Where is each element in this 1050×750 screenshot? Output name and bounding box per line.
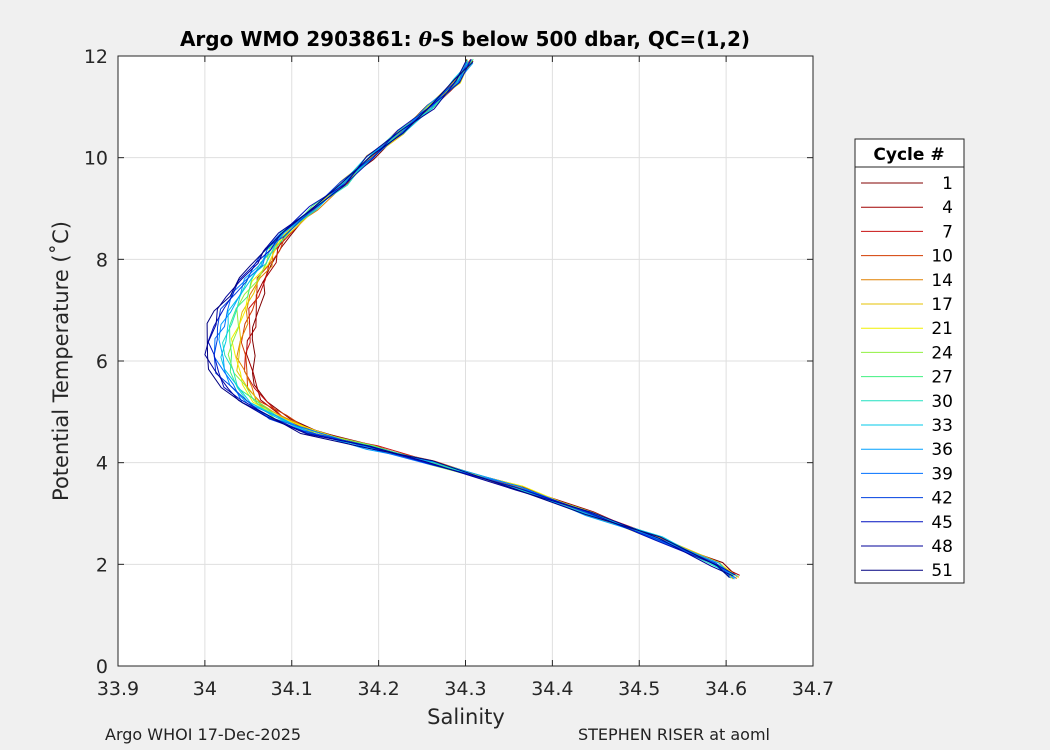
- ticks: 33.9 34 34.1 34.2 34.3 34.4 34.5 34.6 34.7 0 2 4 6 8 1…: [84, 46, 834, 700]
- y-tick-label: 0: [96, 656, 108, 678]
- legend-label-42: 42: [931, 489, 953, 509]
- legend-label-7: 7: [942, 222, 953, 242]
- legend-title: Cycle #: [873, 145, 944, 165]
- x-tick-label: 33.9: [97, 678, 139, 700]
- y-tick-label: 10: [84, 148, 108, 170]
- legend-label-27: 27: [931, 368, 953, 388]
- legend-label-45: 45: [931, 513, 953, 533]
- legend-label-4: 4: [942, 198, 953, 218]
- legend-label-36: 36: [931, 440, 953, 460]
- y-tick-label: 12: [84, 46, 108, 68]
- y-tick-label: 8: [96, 249, 108, 271]
- legend-label-48: 48: [931, 537, 953, 557]
- chart-title-suffix: -S below 500 dbar, QC=(1,2): [432, 27, 750, 51]
- legend-label-17: 17: [931, 295, 953, 315]
- legend-label-33: 33: [931, 416, 953, 436]
- y-tick-label: 6: [96, 351, 108, 373]
- x-tick-label: 34: [193, 678, 217, 700]
- x-axis-label: Salinity: [427, 705, 505, 729]
- legend-box: [854, 138, 965, 584]
- series-line-cycle-45: [207, 58, 736, 576]
- y-tick-label: 2: [96, 554, 108, 576]
- chart-title-prefix: Argo WMO 2903861:: [180, 27, 419, 51]
- legend-label-51: 51: [931, 561, 953, 581]
- legend-label-39: 39: [931, 464, 953, 484]
- chart-title: Argo WMO 2903861: θ-S below 500 dbar, QC…: [180, 27, 750, 51]
- legend-label-21: 21: [931, 319, 953, 339]
- legend-label-1: 1: [942, 174, 953, 194]
- legend-label-30: 30: [931, 392, 953, 412]
- x-tick-label: 34.5: [618, 678, 660, 700]
- y-tick-label: 4: [96, 453, 108, 475]
- legend-label-24: 24: [931, 343, 953, 363]
- footer-attribution: STEPHEN RISER at aoml: [578, 725, 770, 744]
- grid: [118, 56, 813, 666]
- chart-title-theta: θ: [419, 27, 433, 51]
- x-tick-label: 34.3: [444, 678, 486, 700]
- x-tick-label: 34.6: [705, 678, 747, 700]
- series-line-cycle-51: [206, 61, 730, 578]
- x-tick-label: 34.7: [792, 678, 834, 700]
- x-tick-label: 34.2: [357, 678, 399, 700]
- x-tick-label: 34.4: [531, 678, 573, 700]
- x-tick-label: 34.1: [271, 678, 313, 700]
- series-line-cycle-48: [204, 59, 733, 577]
- y-axis-label: Potential Temperature (˚C): [49, 221, 73, 501]
- series-group: [204, 58, 740, 580]
- legend-label-10: 10: [931, 247, 953, 267]
- footer-source: Argo WHOI 17-Dec-2025: [105, 725, 302, 744]
- legend-label-14: 14: [931, 271, 953, 291]
